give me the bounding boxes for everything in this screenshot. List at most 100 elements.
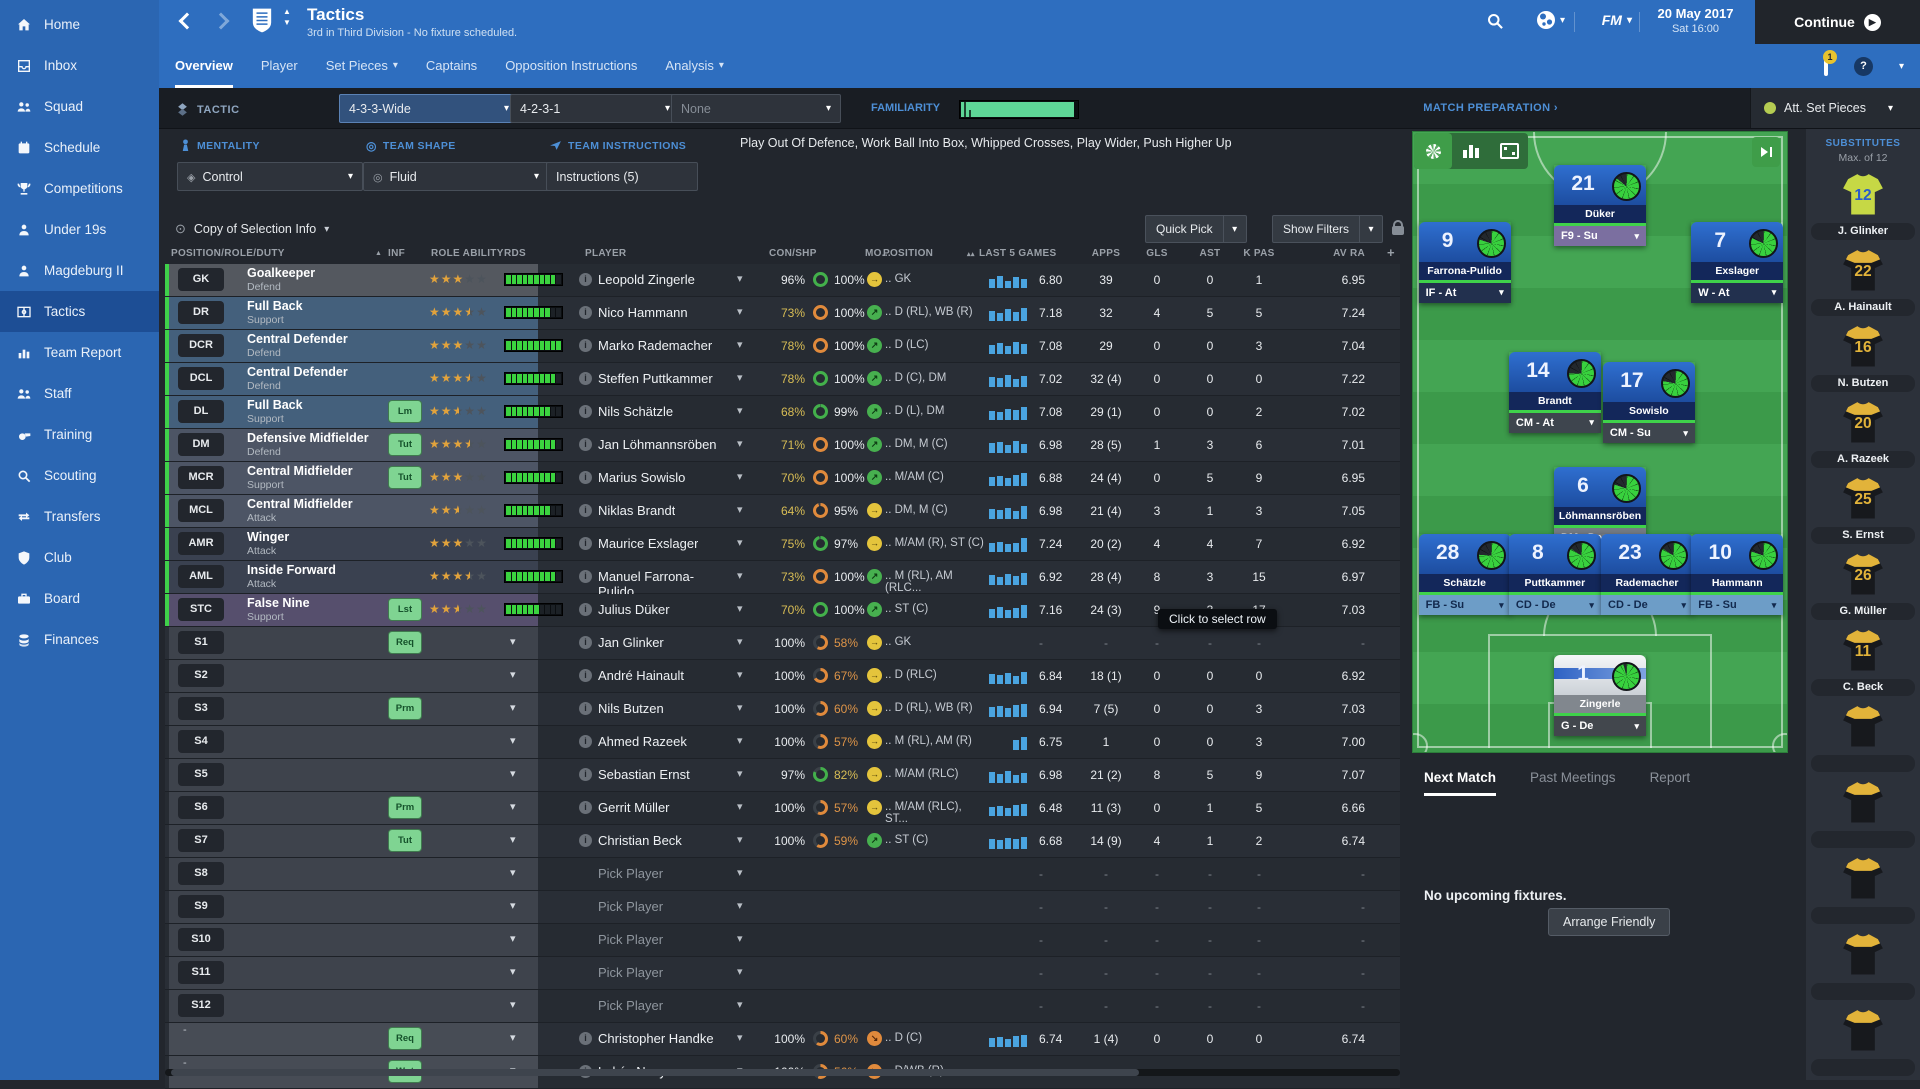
- pick-player-label[interactable]: Pick Player: [598, 899, 663, 914]
- player-role-select[interactable]: F9 - Su▾: [1554, 226, 1646, 246]
- player-info-icon[interactable]: i: [579, 570, 592, 583]
- pick-player-label[interactable]: Pick Player: [598, 965, 663, 980]
- column-header-player[interactable]: PLAYER: [585, 248, 626, 259]
- player-info-icon[interactable]: i: [579, 273, 592, 286]
- pick-player-label[interactable]: Pick Player: [598, 866, 663, 881]
- player-role-select[interactable]: CM - Su▾: [1603, 423, 1695, 443]
- position-cell[interactable]: S10▾: [169, 924, 538, 956]
- column-header-pos[interactable]: POSITION/ROLE/DUTY: [171, 248, 285, 259]
- player-name[interactable]: Nico Hammann: [598, 305, 688, 320]
- tab-set-pieces[interactable]: Set Pieces▾: [326, 44, 398, 88]
- scrollbar-thumb[interactable]: [171, 1069, 1139, 1076]
- player-role-select[interactable]: FB - Su▾: [1691, 595, 1783, 615]
- team-shape-select[interactable]: ◎Fluid ▾: [363, 162, 549, 191]
- player-name[interactable]: Nils Butzen: [598, 701, 664, 716]
- player-info-icon[interactable]: i: [579, 372, 592, 385]
- player-role-select[interactable]: FB - Su▾: [1419, 595, 1511, 615]
- player-info-icon[interactable]: i: [579, 603, 592, 616]
- column-header-apps[interactable]: APPS: [1076, 248, 1136, 259]
- table-row[interactable]: S8▾Pick Player▾------: [165, 858, 1400, 891]
- player-role-select[interactable]: G - De▾: [1554, 716, 1646, 736]
- position-cell[interactable]: S12▾: [169, 990, 538, 1022]
- column-header-gls[interactable]: GLS: [1132, 248, 1182, 259]
- substitute-empty-slot[interactable]: [1806, 924, 1920, 1000]
- chevron-down-icon[interactable]: ▾: [510, 767, 516, 780]
- chevron-down-icon[interactable]: ▾: [1899, 61, 1904, 72]
- expand-pitch-button[interactable]: [1752, 137, 1780, 167]
- help-icon[interactable]: ?: [1854, 57, 1873, 76]
- player-role-select[interactable]: W - At▾: [1691, 283, 1783, 303]
- column-header-position[interactable]: POSITION: [883, 248, 933, 259]
- sidebar-item-home[interactable]: Home: [0, 4, 159, 45]
- club-switcher[interactable]: ▲▼: [283, 8, 291, 27]
- club-crest-icon[interactable]: [251, 7, 273, 39]
- chevron-down-icon[interactable]: ▾: [510, 734, 516, 747]
- pick-player-label[interactable]: Pick Player: [598, 932, 663, 947]
- player-name[interactable]: Niklas Brandt: [598, 503, 675, 518]
- player-info-icon[interactable]: i: [579, 1032, 592, 1045]
- fm-menu[interactable]: FM▾: [1602, 12, 1632, 28]
- player-name[interactable]: Jan Löhmannsröben: [598, 437, 717, 452]
- table-row[interactable]: S12▾Pick Player▾------: [165, 990, 1400, 1023]
- table-row[interactable]: S11▾Pick Player▾------: [165, 957, 1400, 990]
- sidebar-item-board[interactable]: Board: [0, 578, 159, 619]
- chevron-down-icon[interactable]: ▾: [510, 866, 516, 879]
- table-row[interactable]: S10▾Pick Player▾------: [165, 924, 1400, 957]
- mentality-select[interactable]: ◈Control ▾: [177, 162, 363, 191]
- player-info-icon[interactable]: i: [579, 636, 592, 649]
- player-info-icon[interactable]: i: [579, 339, 592, 352]
- sidebar-item-squad[interactable]: Squad: [0, 86, 159, 127]
- sidebar-item-training[interactable]: Training: [0, 414, 159, 455]
- player-name[interactable]: Maurice Exslager: [598, 536, 698, 551]
- chevron-down-icon[interactable]: ▾: [510, 899, 516, 912]
- tab-past-meetings[interactable]: Past Meetings: [1530, 770, 1616, 796]
- match-preparation-link[interactable]: MATCH PREPARATION ›: [1423, 102, 1558, 114]
- team-instructions-button[interactable]: Instructions (5): [546, 162, 698, 191]
- sidebar-item-team-report[interactable]: Team Report: [0, 332, 159, 373]
- column-header-ability[interactable]: ROLE ABILITY: [431, 248, 504, 259]
- tab-analysis[interactable]: Analysis▾: [665, 44, 723, 88]
- player-info-icon[interactable]: i: [579, 801, 592, 814]
- third-formation-select[interactable]: None▾: [671, 94, 841, 123]
- continue-button[interactable]: Continue ▶: [1755, 0, 1920, 44]
- tab-opposition-instructions[interactable]: Opposition Instructions: [505, 44, 637, 88]
- mouse-shortcut-icon[interactable]: 1: [1824, 57, 1828, 75]
- chevron-down-icon[interactable]: ▾: [737, 899, 743, 912]
- horizontal-scrollbar[interactable]: [165, 1069, 1400, 1076]
- player-info-icon[interactable]: i: [579, 405, 592, 418]
- player-name[interactable]: Julius Düker: [598, 602, 670, 617]
- column-header-avra[interactable]: AV RA: [1301, 248, 1365, 259]
- player-info-icon[interactable]: i: [579, 504, 592, 517]
- chevron-down-icon[interactable]: ▾: [510, 701, 516, 714]
- tab-captains[interactable]: Captains: [426, 44, 477, 88]
- formation-view-button[interactable]: [1490, 133, 1528, 169]
- column-header-last5[interactable]: LAST 5 GAMES: [979, 248, 1057, 259]
- chevron-down-icon[interactable]: ▾: [510, 833, 516, 846]
- sidebar-item-tactics[interactable]: Tactics: [0, 291, 159, 332]
- search-icon[interactable]: [1485, 11, 1505, 36]
- player-name[interactable]: Steffen Puttkammer: [598, 371, 713, 386]
- position-cell[interactable]: S9▾: [169, 891, 538, 923]
- player-name[interactable]: André Hainault: [598, 668, 684, 683]
- position-cell[interactable]: S5▾: [169, 759, 538, 791]
- chevron-down-icon[interactable]: ▾: [737, 866, 743, 879]
